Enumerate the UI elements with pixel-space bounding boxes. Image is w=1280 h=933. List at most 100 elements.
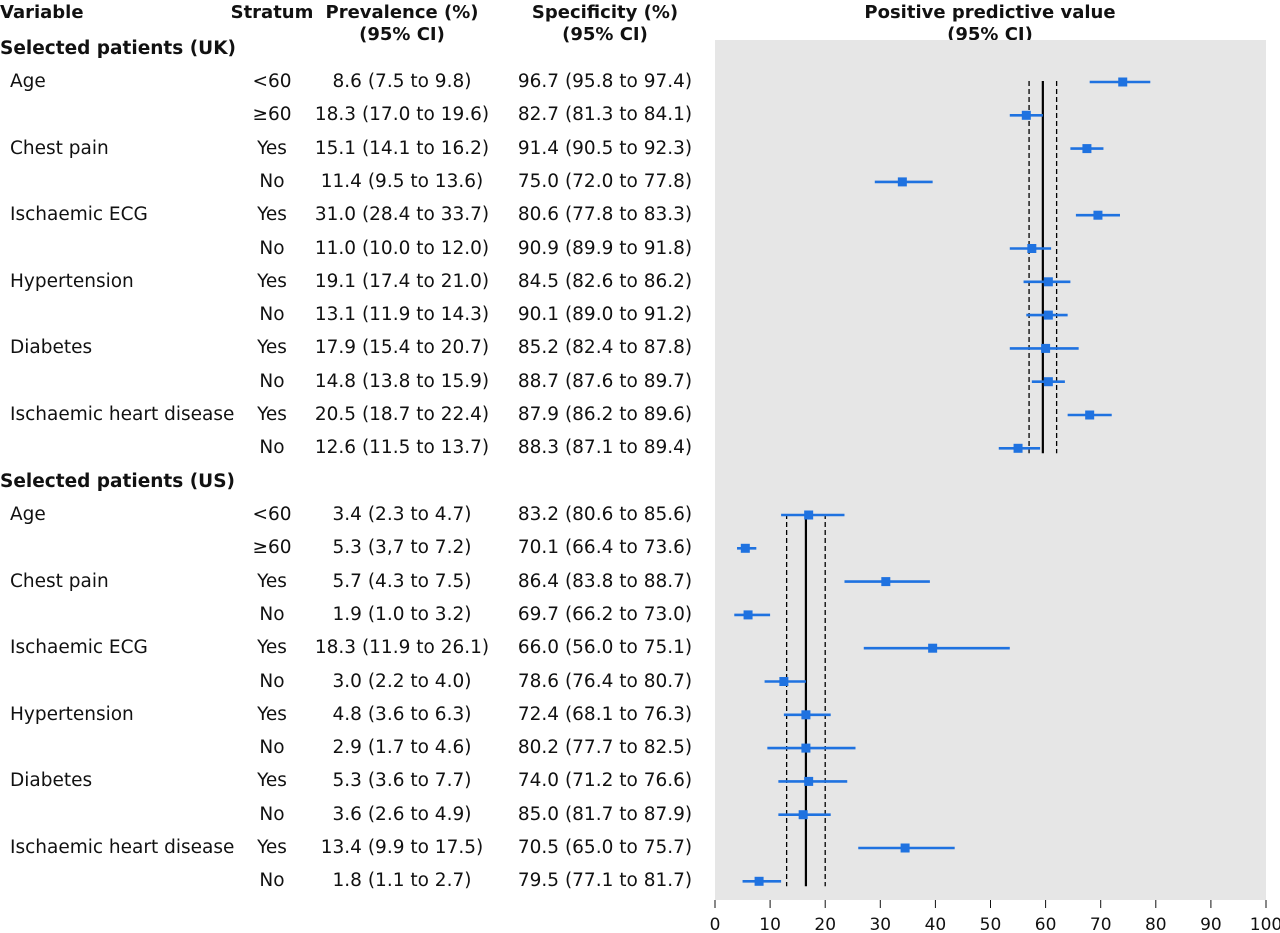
- ppv-point: [1041, 343, 1051, 353]
- specificity-header-line2: (95% CI): [562, 24, 648, 45]
- specificity-value: 83.2 (80.6 to 85.6): [517, 504, 693, 525]
- prevalence-value: 11.0 (10.0 to 12.0): [314, 237, 490, 259]
- ppv-point: [743, 610, 753, 620]
- prevalence-value: 18.3 (11.9 to 26.1): [314, 637, 490, 659]
- stratum-label: Yes: [257, 770, 287, 792]
- variable-label: Age: [10, 71, 46, 92]
- prevalence-value: 12.6 (11.5 to 13.7): [314, 437, 490, 459]
- specificity-header: Specificity (%) (95% CI): [495, 2, 715, 46]
- specificity-value: 74.0 (71.2 to 76.6): [517, 770, 693, 792]
- ppv-point: [801, 710, 811, 720]
- ppv-point: [1043, 277, 1053, 287]
- specificity-value: 82.7 (81.3 to 84.1): [517, 104, 693, 126]
- stratum-label: Yes: [257, 337, 287, 359]
- x-tick-label: 60: [1035, 915, 1057, 933]
- variable-label: Hypertension: [10, 270, 134, 292]
- variable-label: Ischaemic heart disease: [10, 404, 235, 425]
- stratum-header: Stratum: [230, 2, 314, 23]
- specificity-value: 90.1 (89.0 to 91.2): [517, 304, 693, 326]
- variable-label: Ischaemic heart disease: [10, 837, 235, 858]
- stratum-label: No: [259, 603, 285, 625]
- specificity-value: 66.0 (56.0 to 75.1): [517, 637, 693, 659]
- prevalence-header-line2: (95% CI): [359, 24, 445, 45]
- specificity-value: 88.3 (87.1 to 89.4): [517, 437, 693, 459]
- ppv-point: [881, 577, 891, 587]
- stratum-label: Yes: [257, 837, 287, 858]
- x-tick-label: 90: [1200, 915, 1222, 933]
- x-tick-label: 70: [1090, 915, 1112, 933]
- specificity-value: 85.2 (82.4 to 87.8): [517, 337, 693, 359]
- stratum-label: No: [259, 170, 285, 192]
- ppv-point: [1043, 377, 1053, 387]
- specificity-value: 79.5 (77.1 to 81.7): [517, 870, 693, 892]
- prevalence-value: 8.6 (7.5 to 9.8): [332, 71, 472, 92]
- ppv-point: [740, 543, 750, 553]
- stratum-label: No: [259, 237, 285, 259]
- ppv-point: [801, 743, 811, 753]
- variable-label: Diabetes: [10, 337, 93, 359]
- stratum-label: No: [259, 437, 285, 459]
- stratum-label: Yes: [257, 703, 287, 725]
- stratum-label: <60: [252, 504, 292, 525]
- prevalence-value: 1.9 (1.0 to 3.2): [332, 603, 472, 625]
- prevalence-value: 3.0 (2.2 to 4.0): [332, 670, 472, 692]
- specificity-value: 72.4 (68.1 to 76.3): [517, 703, 693, 725]
- prevalence-value: 14.8 (13.8 to 15.9): [314, 370, 490, 392]
- specificity-value: 86.4 (83.8 to 88.7): [517, 570, 693, 592]
- ppv-point: [804, 510, 814, 520]
- stratum-label: No: [259, 870, 285, 892]
- stratum-label: ≥60: [252, 104, 292, 126]
- plot-background: [715, 40, 1266, 900]
- x-tick-label: 20: [814, 915, 836, 933]
- variable-label: Ischaemic ECG: [10, 204, 148, 226]
- x-tick-label: 100: [1250, 915, 1280, 933]
- variable-label: Ischaemic ECG: [10, 637, 148, 659]
- ppv-point: [1027, 244, 1037, 253]
- stratum-label: Yes: [257, 637, 287, 659]
- x-tick-label: 50: [980, 915, 1002, 933]
- prevalence-value: 19.1 (17.4 to 21.0): [314, 270, 490, 292]
- prevalence-value: 20.5 (18.7 to 22.4): [314, 404, 490, 425]
- x-tick-label: 0: [710, 915, 721, 933]
- prevalence-value: 4.8 (3.6 to 6.3): [332, 703, 472, 725]
- ppv-header: Positive predictive value (95% CI): [740, 2, 1240, 46]
- specificity-value: 91.4 (90.5 to 92.3): [517, 137, 693, 159]
- prevalence-value: 2.9 (1.7 to 4.6): [332, 737, 472, 759]
- ppv-point: [1118, 77, 1128, 87]
- prevalence-value: 11.4 (9.5 to 13.6): [320, 170, 484, 192]
- ppv-point: [900, 843, 910, 853]
- ppv-point: [1043, 310, 1053, 320]
- stratum-label: No: [259, 304, 285, 326]
- stratum-label: Yes: [257, 570, 287, 592]
- ppv-point: [804, 776, 814, 786]
- ppv-point: [897, 177, 907, 187]
- prevalence-value: 31.0 (28.4 to 33.7): [314, 204, 490, 226]
- stratum-label: ≥60: [252, 537, 292, 559]
- specificity-value: 80.2 (77.7 to 82.5): [517, 737, 693, 759]
- prevalence-value: 5.7 (4.3 to 7.5): [332, 570, 472, 592]
- x-tick-label: 10: [759, 915, 781, 933]
- variable-label: Age: [10, 504, 46, 525]
- prevalence-value: 17.9 (15.4 to 20.7): [314, 337, 490, 359]
- prevalence-value: 3.6 (2.6 to 4.9): [332, 803, 472, 825]
- ppv-point: [754, 876, 764, 886]
- group-title: Selected patients (US): [0, 471, 235, 492]
- specificity-value: 75.0 (72.0 to 77.8): [517, 170, 693, 192]
- stratum-label: No: [259, 737, 285, 759]
- ppv-point: [1085, 410, 1095, 420]
- specificity-value: 69.7 (66.2 to 73.0): [517, 603, 693, 625]
- stratum-label: No: [259, 803, 285, 825]
- variable-label: Diabetes: [10, 770, 93, 792]
- specificity-value: 85.0 (81.7 to 87.9): [517, 803, 693, 825]
- ppv-point: [779, 677, 789, 686]
- x-tick-label: 40: [925, 915, 947, 933]
- stratum-label: No: [259, 370, 285, 392]
- prevalence-value: 5.3 (3,7 to 7.2): [332, 537, 472, 559]
- ppv-point: [1013, 443, 1023, 453]
- x-tick-label: 30: [869, 915, 891, 933]
- prevalence-value: 3.4 (2.3 to 4.7): [332, 504, 472, 525]
- prevalence-value: 13.1 (11.9 to 14.3): [314, 304, 490, 326]
- variable-header: Variable: [0, 2, 84, 23]
- ppv-point: [1093, 210, 1103, 220]
